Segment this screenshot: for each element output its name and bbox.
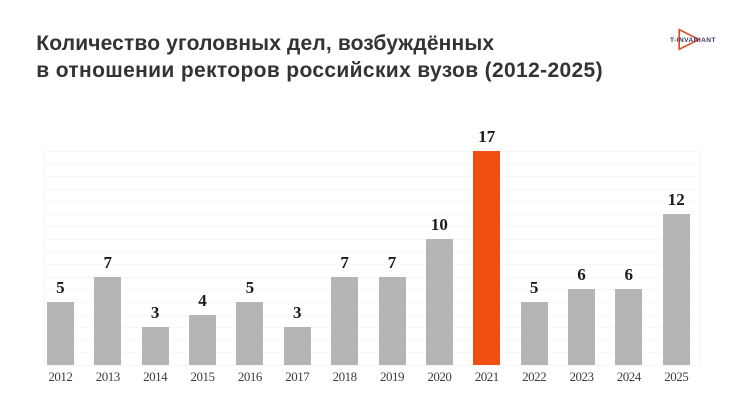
svg-text:T-INVARIANT: T-INVARIANT: [670, 37, 716, 44]
